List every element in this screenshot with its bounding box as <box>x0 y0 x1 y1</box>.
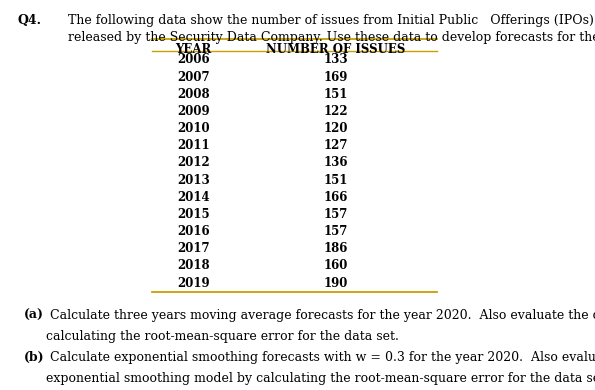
Text: 157: 157 <box>324 225 348 238</box>
Text: 160: 160 <box>324 259 348 272</box>
Text: 166: 166 <box>324 191 348 204</box>
Text: (a): (a) <box>24 309 44 322</box>
Text: 2006: 2006 <box>177 53 209 66</box>
Text: 2009: 2009 <box>177 105 209 118</box>
Text: 2011: 2011 <box>177 139 209 152</box>
Text: NUMBER OF ISSUES: NUMBER OF ISSUES <box>267 43 406 56</box>
Text: 127: 127 <box>324 139 349 152</box>
Text: 2014: 2014 <box>177 191 209 204</box>
Text: 157: 157 <box>324 208 348 221</box>
Text: The following data show the number of issues from Initial Public   Offerings (IP: The following data show the number of is… <box>68 14 595 27</box>
Text: Calculate exponential smoothing forecasts with w = 0.3 for the year 2020.  Also : Calculate exponential smoothing forecast… <box>46 351 595 364</box>
Text: 169: 169 <box>324 71 348 83</box>
Text: exponential smoothing model by calculating the root-mean-square error for the da: exponential smoothing model by calculati… <box>46 372 595 385</box>
Text: 2016: 2016 <box>177 225 209 238</box>
Text: 2012: 2012 <box>177 156 210 169</box>
Text: 2017: 2017 <box>177 242 209 255</box>
Text: Calculate three years moving average forecasts for the year 2020.  Also evaluate: Calculate three years moving average for… <box>46 309 595 322</box>
Text: 2007: 2007 <box>177 71 209 83</box>
Text: YEAR: YEAR <box>176 43 211 56</box>
Text: 2018: 2018 <box>177 259 209 272</box>
Text: 122: 122 <box>324 105 349 118</box>
Text: 186: 186 <box>324 242 348 255</box>
Text: 151: 151 <box>324 174 348 186</box>
Text: 2013: 2013 <box>177 174 210 186</box>
Text: 133: 133 <box>324 53 349 66</box>
Text: 151: 151 <box>324 88 348 101</box>
Text: 2008: 2008 <box>177 88 209 101</box>
Text: 2019: 2019 <box>177 277 209 289</box>
Text: 136: 136 <box>324 156 349 169</box>
Text: 2010: 2010 <box>177 122 209 135</box>
Text: released by the Security Data Company. Use these data to develop forecasts for t: released by the Security Data Company. U… <box>68 31 595 44</box>
Text: Q4.: Q4. <box>18 14 42 27</box>
Text: (b): (b) <box>24 351 45 364</box>
Text: calculating the root-mean-square error for the data set.: calculating the root-mean-square error f… <box>46 330 399 342</box>
Text: 190: 190 <box>324 277 348 289</box>
Text: 120: 120 <box>324 122 349 135</box>
Text: 2015: 2015 <box>177 208 209 221</box>
